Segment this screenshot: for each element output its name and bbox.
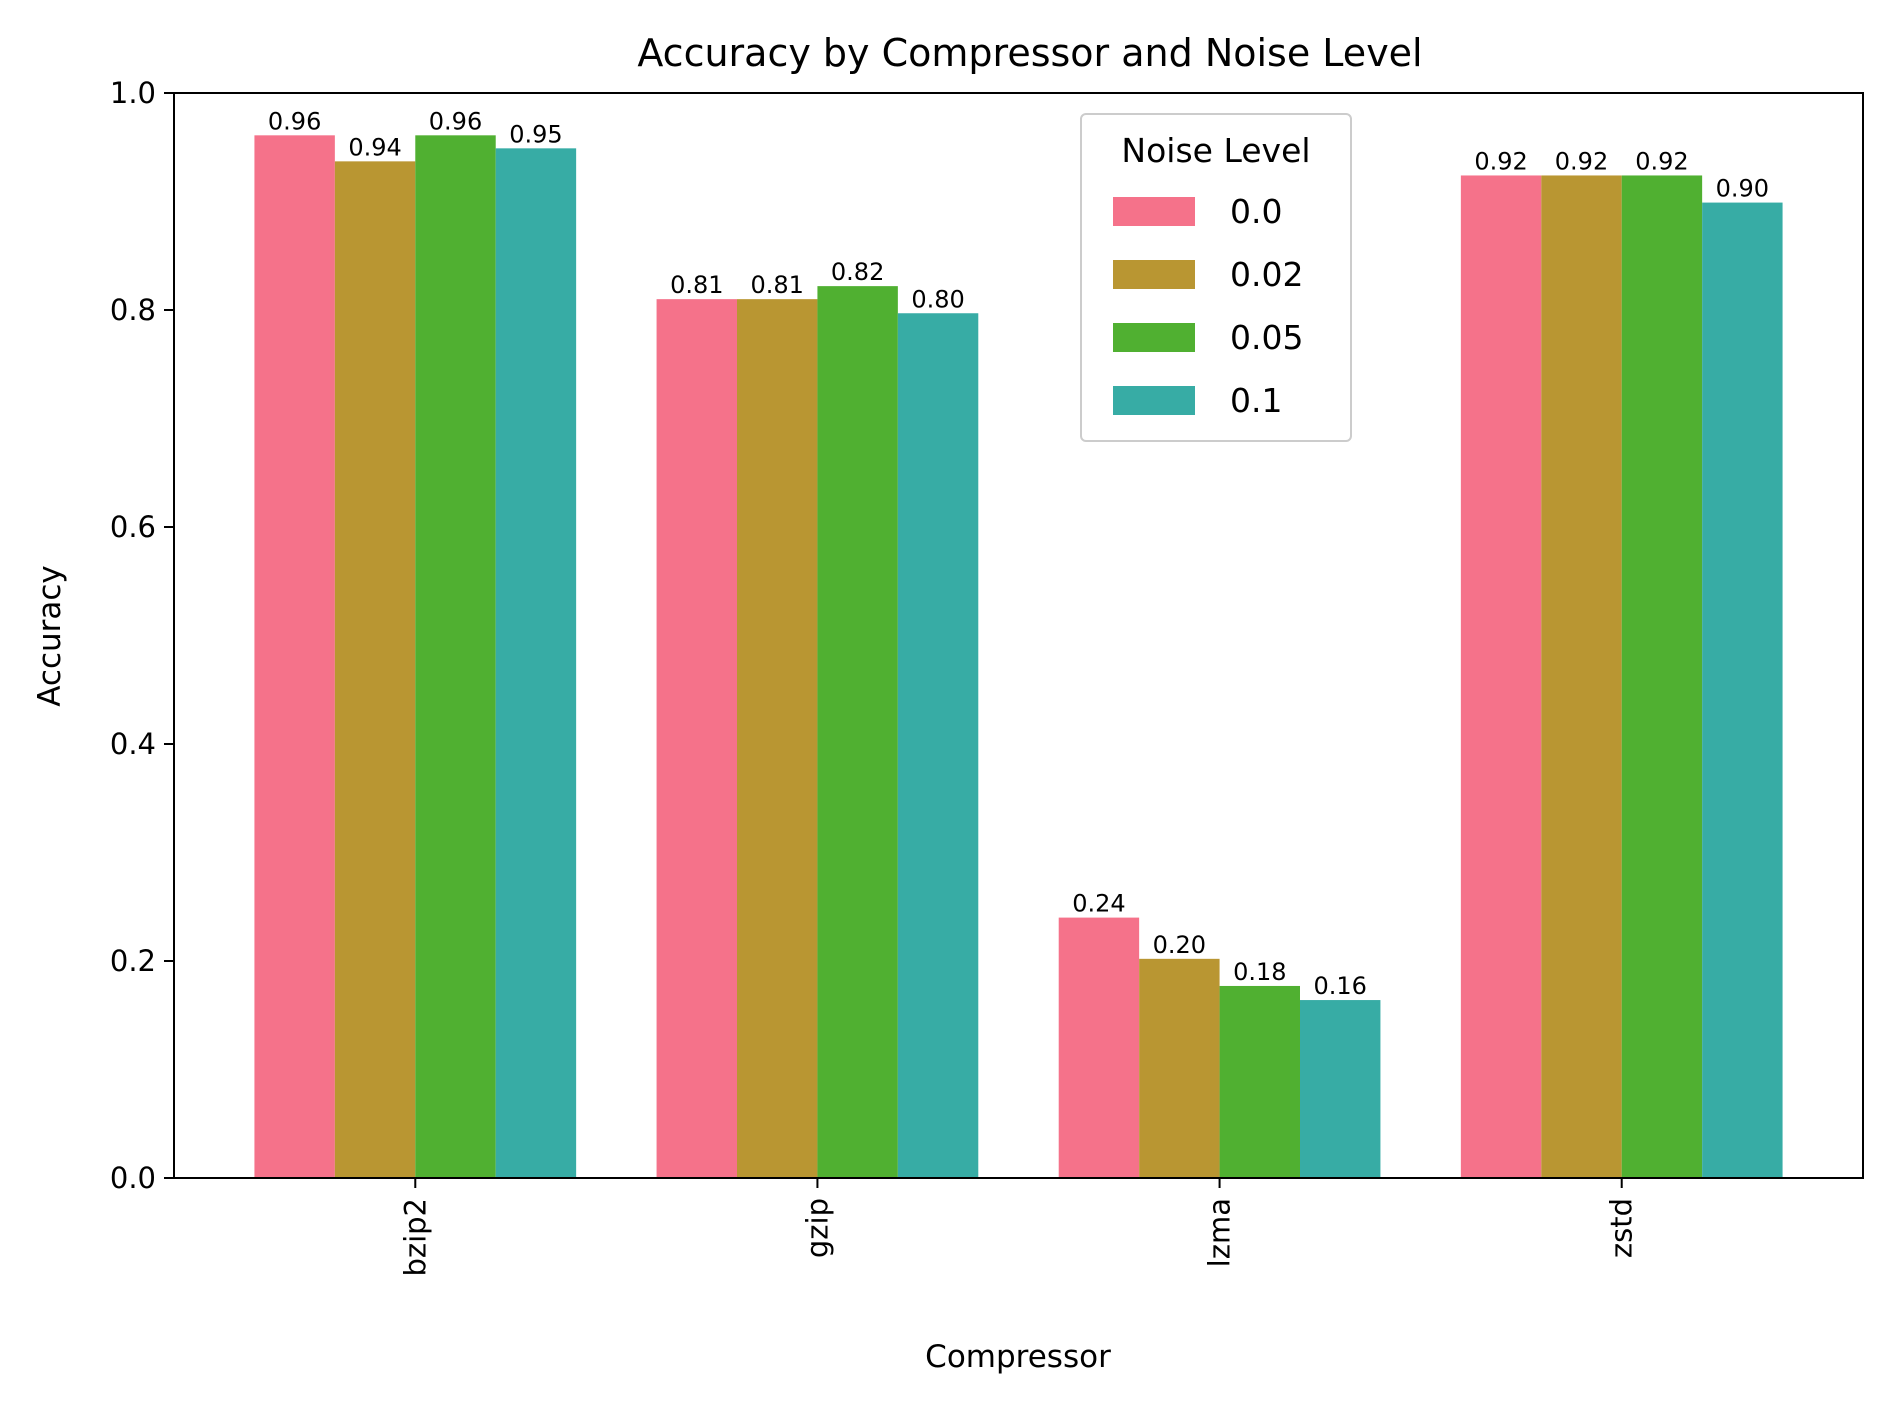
y-axis: 0.0 0.2 0.4 0.6 0.8 1.0 bbox=[110, 76, 174, 1195]
chart-title: Accuracy by Compressor and Noise Level bbox=[637, 31, 1422, 75]
bar-gzip-noise-0.05 bbox=[817, 286, 898, 1178]
bars-layer bbox=[254, 135, 1783, 1179]
bar-value-label: 0.96 bbox=[268, 107, 321, 135]
y-tick-label: 0.8 bbox=[110, 293, 156, 327]
bar-value-label: 0.18 bbox=[1233, 958, 1286, 986]
bar-value-label: 0.95 bbox=[509, 120, 562, 148]
x-tick-label-zstd: zstd bbox=[1605, 1198, 1639, 1258]
bar-lzma-noise-0.02 bbox=[1139, 958, 1220, 1178]
bar-bzip2-noise-0.1 bbox=[495, 148, 577, 1179]
legend-swatch bbox=[1113, 386, 1195, 415]
bar-gzip-noise-0.0 bbox=[656, 299, 737, 1178]
x-tick-label-lzma: lzma bbox=[1203, 1198, 1237, 1267]
bar-labels-layer: 0.96 0.81 0.24 0.92 0.94 0.81 0.20 0.92 0.96 0.82… bbox=[268, 107, 1769, 1000]
y-tick-label: 1.0 bbox=[110, 76, 156, 110]
legend: Noise Level 0.0 0.02 0.05 0.1 bbox=[1080, 113, 1352, 442]
bar-value-label: 0.81 bbox=[670, 271, 723, 299]
y-axis-title: Accuracy bbox=[32, 565, 68, 707]
bar-value-label: 0.96 bbox=[429, 107, 482, 135]
bar-value-label: 0.16 bbox=[1313, 972, 1366, 1000]
bar-value-label: 0.92 bbox=[1635, 147, 1688, 175]
legend-swatch bbox=[1113, 197, 1195, 226]
bar-zstd-noise-0.02 bbox=[1541, 175, 1622, 1178]
bar-value-label: 0.24 bbox=[1072, 890, 1125, 918]
bar-value-label: 0.80 bbox=[911, 285, 964, 313]
bar-zstd-noise-0.1 bbox=[1702, 202, 1783, 1178]
bar-value-label: 0.92 bbox=[1555, 147, 1608, 175]
bar-value-label: 0.94 bbox=[348, 133, 401, 161]
bar-bzip2-noise-0.02 bbox=[334, 161, 416, 1179]
y-tick-label: 0.2 bbox=[110, 944, 156, 978]
bar-value-label: 0.92 bbox=[1474, 147, 1527, 175]
bar-gzip-noise-0.1 bbox=[897, 313, 979, 1178]
legend-title: Noise Level bbox=[1121, 131, 1310, 170]
legend-box bbox=[1080, 113, 1352, 442]
legend-swatch bbox=[1113, 323, 1195, 352]
bar-value-label: 0.90 bbox=[1716, 175, 1769, 203]
legend-items: 0.0 0.02 0.05 0.1 bbox=[1113, 192, 1303, 420]
bar-lzma-noise-0.0 bbox=[1058, 917, 1140, 1178]
x-axis-title: Compressor bbox=[925, 1339, 1111, 1375]
legend-label: 0.0 bbox=[1230, 192, 1282, 231]
legend-label: 0.05 bbox=[1230, 318, 1303, 357]
bar-bzip2-noise-0.0 bbox=[254, 135, 335, 1178]
bar-zstd-noise-0.0 bbox=[1460, 175, 1542, 1178]
bar-lzma-noise-0.05 bbox=[1219, 985, 1300, 1178]
legend-label: 0.02 bbox=[1230, 255, 1303, 294]
y-tick-label: 0.4 bbox=[110, 727, 156, 761]
plot-frame bbox=[173, 92, 1864, 1179]
bar-gzip-noise-0.02 bbox=[737, 299, 818, 1178]
y-tick-label: 0.0 bbox=[110, 1161, 156, 1195]
legend-label: 0.1 bbox=[1230, 381, 1282, 420]
bar-value-label: 0.20 bbox=[1153, 931, 1206, 959]
bar-bzip2-noise-0.05 bbox=[415, 135, 496, 1178]
x-axis: bzip2 gzip lzma zstd bbox=[398, 1178, 1639, 1277]
x-tick-label-bzip2: bzip2 bbox=[398, 1198, 432, 1277]
x-tick-label-gzip: gzip bbox=[800, 1198, 834, 1258]
bar-lzma-noise-0.1 bbox=[1300, 1000, 1381, 1178]
legend-swatch bbox=[1113, 260, 1195, 289]
bar-value-label: 0.82 bbox=[831, 258, 884, 286]
bar-value-label: 0.81 bbox=[750, 271, 803, 299]
y-tick-label: 0.6 bbox=[110, 510, 156, 544]
bar-zstd-noise-0.05 bbox=[1621, 175, 1703, 1178]
